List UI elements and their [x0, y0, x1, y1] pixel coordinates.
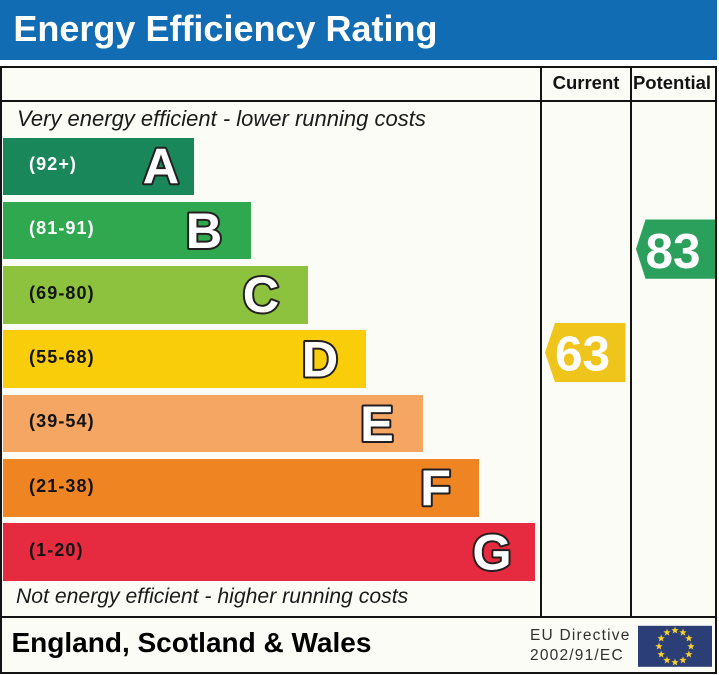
svg-text:E: E: [360, 395, 394, 452]
svg-text:63: 63: [555, 327, 610, 382]
svg-text:B: B: [186, 202, 222, 259]
svg-text:G: G: [472, 523, 511, 580]
svg-text:D: D: [302, 331, 338, 388]
svg-text:F: F: [420, 459, 451, 516]
svg-text:A: A: [143, 138, 179, 195]
svg-text:83: 83: [645, 224, 700, 279]
svg-text:C: C: [243, 266, 279, 323]
